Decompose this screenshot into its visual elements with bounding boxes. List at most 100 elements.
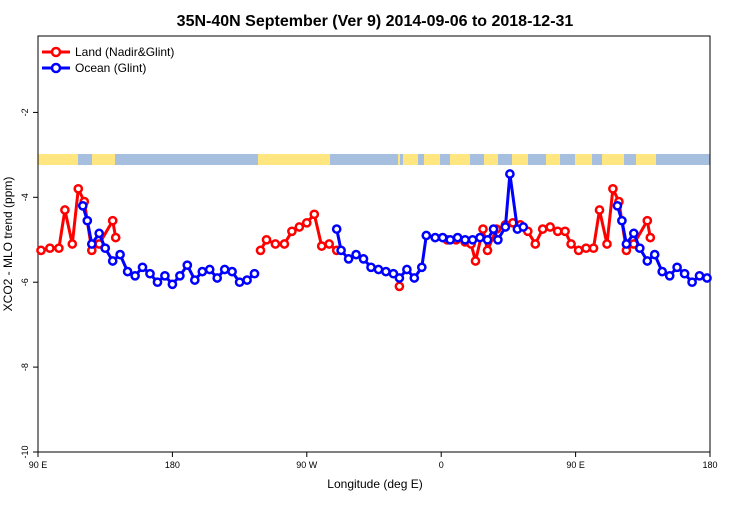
legend: Land (Nadir&Glint) Ocean (Glint) — [42, 45, 174, 75]
data-point — [566, 239, 576, 249]
data-point — [634, 243, 645, 254]
data-point — [279, 239, 290, 249]
data-point — [560, 226, 570, 237]
legend-land-label: Land (Nadir&Glint) — [75, 45, 174, 59]
data-point — [482, 245, 493, 256]
data-point — [54, 243, 64, 254]
series-land — [36, 183, 656, 292]
y-tick-label: -6 — [20, 278, 30, 286]
data-point — [45, 243, 55, 254]
x-tick-label: 180 — [165, 460, 180, 470]
data-point — [672, 262, 682, 273]
data-point — [602, 239, 612, 249]
x-tick-label: 90 E — [29, 460, 48, 470]
data-point — [324, 239, 335, 249]
map-land-block — [403, 154, 418, 165]
data-point — [255, 245, 266, 256]
data-point — [421, 230, 432, 241]
data-point — [388, 268, 399, 279]
data-point — [628, 228, 639, 239]
y-tick-label: -10 — [20, 445, 30, 458]
map-land-block — [398, 154, 400, 165]
data-point — [537, 224, 548, 234]
data-point — [645, 232, 656, 243]
x-tick-label: 90 E — [566, 460, 585, 470]
data-point — [261, 234, 272, 245]
world-map-strip — [38, 154, 710, 165]
data-point — [518, 222, 529, 232]
data-point — [316, 241, 327, 251]
data-point — [309, 209, 320, 220]
data-point — [373, 264, 384, 275]
data-point — [189, 275, 200, 285]
y-axis-label: XCO2 - MLO trend (ppm) — [1, 177, 15, 312]
data-point — [94, 228, 105, 239]
data-point — [242, 275, 252, 285]
data-point — [358, 254, 369, 264]
data-point — [36, 245, 46, 256]
data-point — [470, 256, 481, 266]
chart-title: 35N-40N September (Ver 9) 2014-09-06 to … — [177, 13, 574, 30]
data-point — [608, 183, 618, 194]
map-land-block — [575, 154, 592, 165]
data-point — [493, 234, 503, 245]
map-land-block — [546, 154, 560, 165]
data-point — [130, 270, 140, 281]
data-point — [343, 254, 354, 264]
map-land-block — [258, 154, 330, 165]
data-point — [588, 243, 599, 254]
data-point — [86, 239, 97, 249]
map-land-block — [424, 154, 440, 165]
data-point — [145, 268, 155, 279]
x-axis: 90 E 180 90 W 0 90 E 180 — [29, 452, 718, 470]
data-point — [73, 183, 84, 194]
data-point — [687, 277, 697, 288]
data-point — [437, 232, 448, 243]
data-point — [219, 264, 230, 275]
data-point — [167, 279, 178, 290]
map-land-block — [512, 154, 528, 165]
data-point — [287, 226, 297, 237]
map-land-block — [484, 154, 498, 165]
data-point — [82, 215, 93, 226]
data-point — [460, 234, 470, 245]
data-point — [482, 234, 493, 245]
data-point — [649, 249, 660, 260]
data-point — [270, 239, 281, 249]
data-point — [394, 273, 405, 283]
data-point — [475, 232, 485, 243]
data-point — [204, 264, 215, 275]
data-point — [694, 270, 705, 281]
data-point — [621, 239, 632, 249]
data-point — [110, 232, 121, 243]
data-point — [115, 249, 125, 260]
x-tick-label: 0 — [439, 460, 444, 470]
data-point — [617, 215, 627, 226]
data-point — [366, 262, 376, 273]
data-point — [409, 273, 420, 283]
data-point — [137, 262, 148, 273]
map-land-block — [450, 154, 470, 165]
plot-frame — [37, 35, 711, 453]
legend-ocean-label: Ocean (Glint) — [75, 61, 146, 75]
data-point — [467, 234, 478, 245]
map-land-block — [602, 154, 624, 165]
data-point — [394, 281, 405, 292]
data-point — [478, 224, 488, 234]
x-tick-label: 180 — [702, 460, 717, 470]
y-tick-label: -4 — [20, 193, 30, 201]
data-point — [60, 205, 70, 215]
data-point — [301, 217, 312, 228]
data-point — [505, 169, 515, 179]
data-point — [67, 239, 78, 249]
data-point — [160, 270, 170, 281]
data-point — [182, 260, 193, 271]
data-point — [107, 215, 118, 226]
series-layer — [36, 169, 712, 292]
data-point — [642, 215, 653, 226]
legend-land-marker — [50, 46, 62, 58]
data-point — [657, 266, 668, 277]
map-land-block — [38, 154, 78, 165]
data-point — [581, 243, 591, 254]
